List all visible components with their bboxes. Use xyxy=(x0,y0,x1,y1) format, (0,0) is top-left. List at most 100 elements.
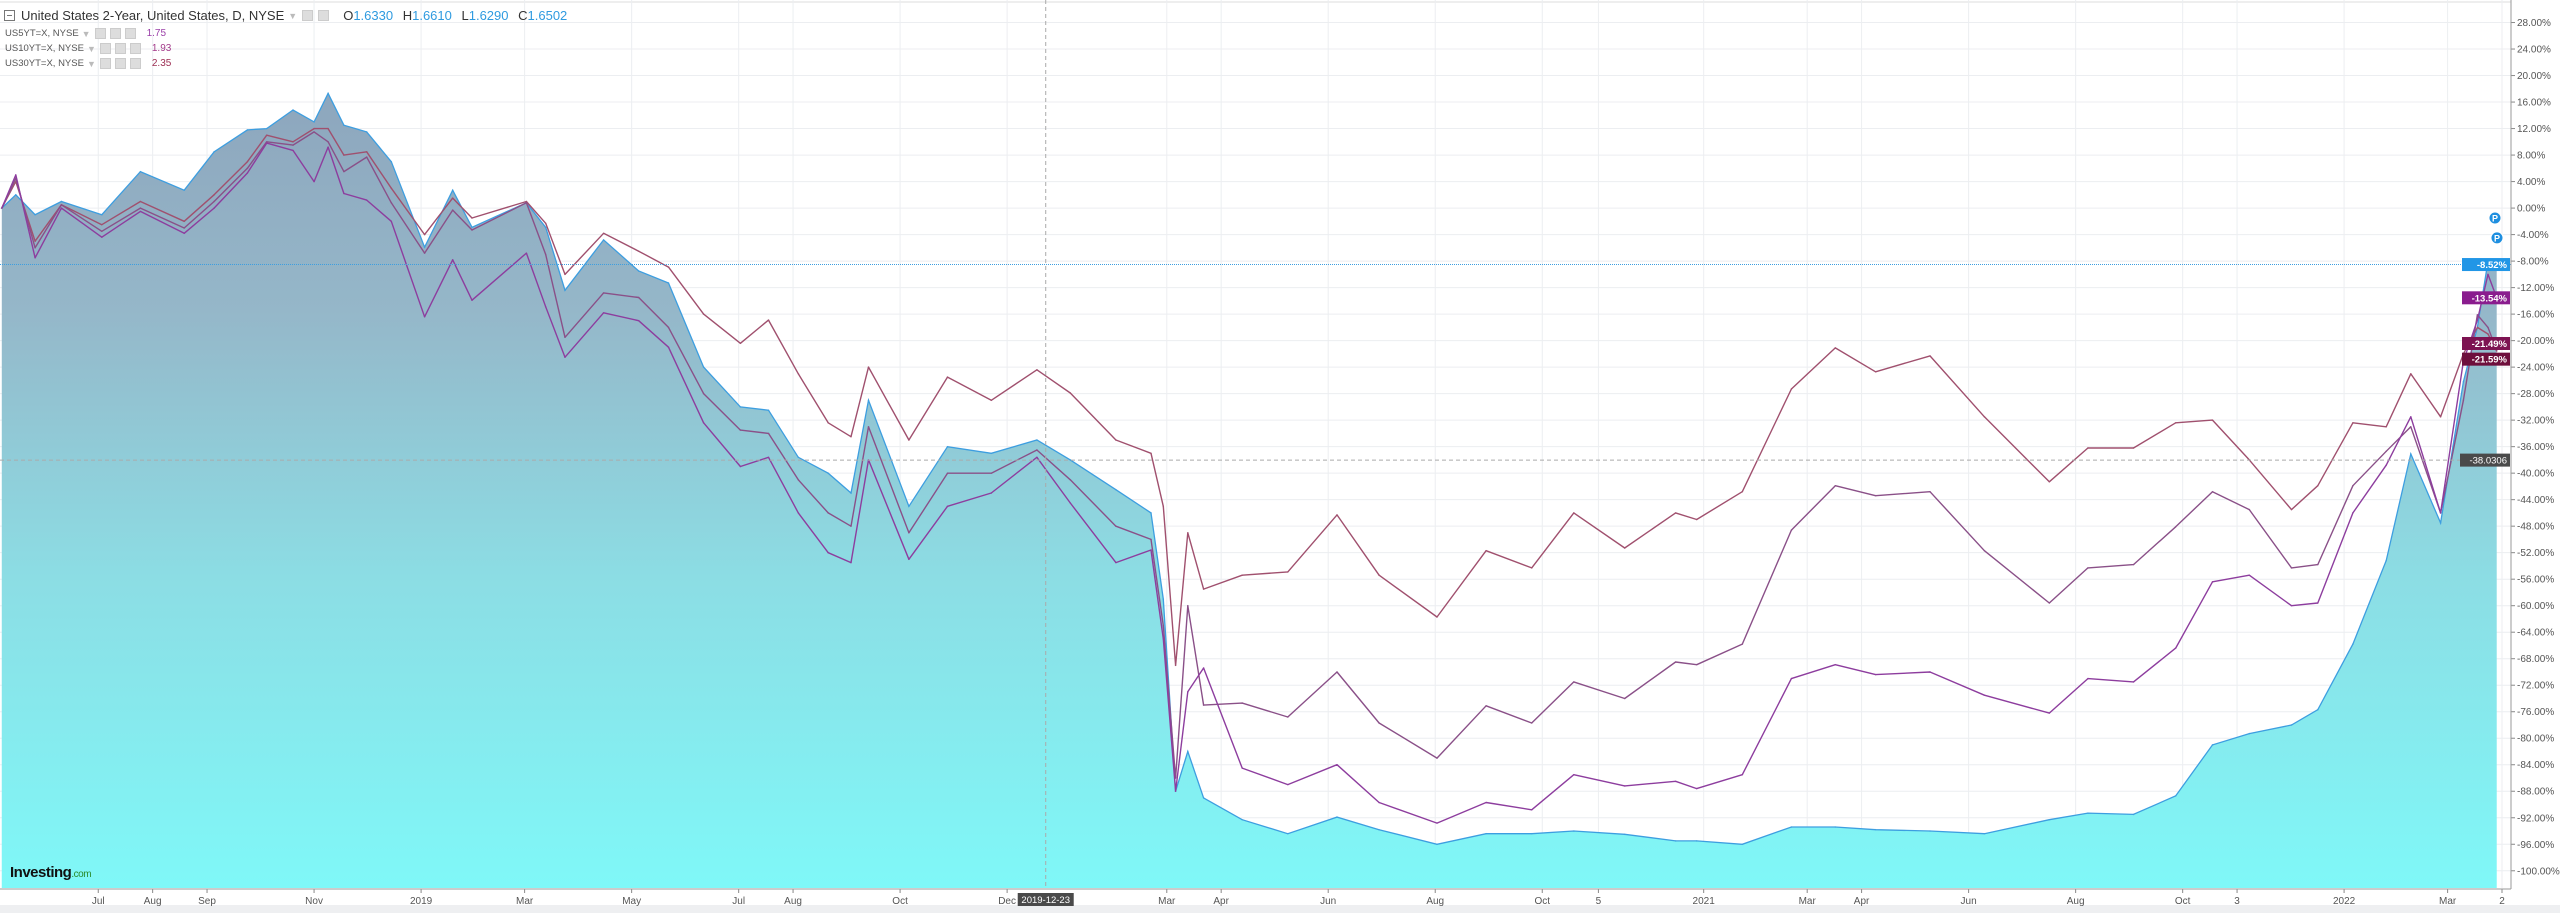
settings-icon[interactable] xyxy=(99,58,111,69)
last-value-label-bg-us5yt xyxy=(2462,291,2510,305)
y-tick-label: 8.00% xyxy=(2517,151,2545,162)
data-point-us2y xyxy=(637,270,640,272)
data-point-us5yt xyxy=(0,207,3,209)
data-point-us10yt xyxy=(1378,722,1380,724)
data-point-us2y xyxy=(2385,559,2387,562)
data-point-us10yt xyxy=(183,227,186,229)
chevron-down-icon[interactable]: ▼ xyxy=(81,28,91,39)
chevron-down-icon[interactable]: ▼ xyxy=(86,58,96,69)
data-point-us5yt xyxy=(313,180,315,183)
ohlc-high-label: H xyxy=(402,8,413,23)
logo-suffix: .com xyxy=(71,869,92,880)
data-point-us5yt xyxy=(2476,319,2479,321)
series-line-us30yt xyxy=(1,127,2498,666)
data-point-us30yt xyxy=(2316,484,2319,487)
data-point-us2y xyxy=(34,213,36,216)
last-value-label-bg-us30yt xyxy=(2462,352,2510,366)
series-title[interactable]: United States 2-Year, United States, D, … xyxy=(21,8,285,23)
data-point-us2y xyxy=(100,213,103,216)
close-icon[interactable] xyxy=(124,28,136,39)
data-point-us30yt xyxy=(1674,512,1677,514)
data-point-us30yt xyxy=(471,217,473,219)
data-point-us2y xyxy=(313,121,315,123)
close-icon[interactable] xyxy=(129,58,141,69)
visibility-icon[interactable] xyxy=(109,28,121,39)
settings-icon[interactable] xyxy=(302,10,314,21)
x-tick-label: Aug xyxy=(784,896,802,907)
series-line-us5yt xyxy=(1,142,2498,824)
data-point-us30yt xyxy=(1874,370,1877,373)
chevron-down-icon[interactable]: ▼ xyxy=(288,10,298,21)
settings-icon[interactable] xyxy=(99,43,111,54)
data-point-us10yt xyxy=(702,392,705,395)
legend-value: 2.35 xyxy=(151,58,172,69)
data-point-us5yt xyxy=(1115,561,1117,564)
legend-value: 1.75 xyxy=(146,28,167,39)
data-point-us2y xyxy=(1834,826,1837,828)
last-value-label-bg-us10yt xyxy=(2462,336,2510,350)
x-tick-label: 2022 xyxy=(2333,896,2356,907)
data-point-us10yt xyxy=(34,247,36,249)
logo-brand: Investing xyxy=(10,864,72,881)
settings-icon[interactable] xyxy=(94,28,106,39)
data-point-us30yt xyxy=(313,127,315,130)
data-point-us10yt xyxy=(1287,716,1289,718)
visibility-icon[interactable] xyxy=(318,10,330,21)
data-point-us10yt xyxy=(2087,567,2089,569)
data-point-us2y xyxy=(183,189,186,191)
data-point-us10yt xyxy=(2174,526,2177,528)
data-point-us30yt xyxy=(2439,416,2442,418)
data-point-us5yt xyxy=(1485,801,1487,804)
visibility-icon[interactable] xyxy=(114,58,126,69)
visibility-icon[interactable] xyxy=(114,43,126,54)
data-point-us10yt xyxy=(1929,490,1931,493)
price-labels: 2019-12-23 -38.0306 -8.52% -21.59% -21.49% -1… xyxy=(1017,258,2510,906)
y-axis[interactable]: 28.00% 24.00% 20.00% 16.00% 12.00% 8.00% 4.00%… xyxy=(2510,0,2560,889)
overlay: PP xyxy=(0,0,2511,888)
data-point-us30yt xyxy=(946,376,949,378)
data-point-us5yt xyxy=(1929,671,1931,673)
data-point-us30yt xyxy=(1174,664,1177,667)
legend-symbol[interactable]: US5YT=X, NYSE xyxy=(5,28,79,39)
legend-symbol[interactable]: US10YT=X, NYSE xyxy=(5,43,84,54)
time-scroll-strip[interactable] xyxy=(0,905,2560,913)
y-tick-label: -16.00% xyxy=(2517,310,2554,321)
x-tick-label: Dec xyxy=(998,896,1016,907)
data-point-us2y xyxy=(292,109,294,111)
close-icon[interactable] xyxy=(129,43,141,54)
ohlc-high-value: 1.6610 xyxy=(412,8,452,23)
data-point-us30yt xyxy=(213,194,215,196)
data-point-us5yt xyxy=(739,465,742,468)
data-point-us2y xyxy=(139,170,142,173)
data-point-us30yt xyxy=(2290,508,2293,511)
data-point-us2y xyxy=(564,289,566,292)
data-point-us30yt xyxy=(1336,514,1338,516)
legend-symbol[interactable]: US30YT=X, NYSE xyxy=(5,58,84,69)
data-point-us5yt xyxy=(702,421,705,424)
data-point-us10yt xyxy=(1202,704,1205,706)
chevron-down-icon[interactable]: ▼ xyxy=(86,43,96,54)
y-tick-label: 16.00% xyxy=(2517,98,2551,109)
event-marker-icon xyxy=(2490,231,2504,245)
x-axis[interactable]: Jul Aug Sep Nov 2019 Mar May Jul Aug Oct Dec Mar Apr… xyxy=(0,888,2511,907)
data-point-us10yt xyxy=(1436,757,1438,759)
data-point-us2y xyxy=(2290,724,2293,726)
collapse-icon[interactable] xyxy=(4,10,15,21)
data-point-us2y xyxy=(1162,598,1165,600)
data-point-us10yt xyxy=(867,425,870,428)
data-point-us2y xyxy=(2174,795,2177,797)
data-point-us5yt xyxy=(602,311,605,314)
data-point-us5yt xyxy=(265,142,268,144)
data-point-us30yt xyxy=(667,266,670,268)
data-point-us10yt xyxy=(1623,697,1626,700)
data-point-us5yt xyxy=(1069,502,1072,504)
data-point-us10yt xyxy=(1036,449,1038,451)
crosshair-value-label-bg xyxy=(2460,453,2510,467)
data-point-us2y xyxy=(1790,826,1793,828)
ohlc-low-value: 1.6290 xyxy=(468,8,509,23)
data-point-us30yt xyxy=(739,342,742,345)
data-point-us10yt xyxy=(343,170,345,173)
data-point-us10yt xyxy=(1069,478,1072,481)
data-point-us30yt xyxy=(867,366,870,368)
